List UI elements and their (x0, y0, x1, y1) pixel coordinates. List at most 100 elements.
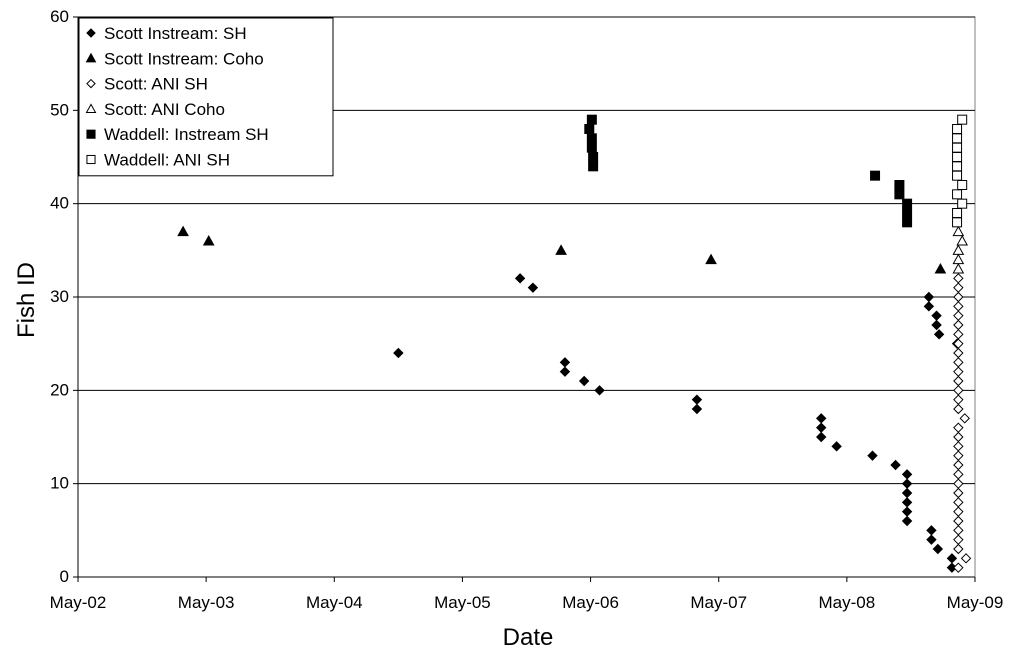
series-3 (952, 225, 969, 274)
series-5 (952, 114, 968, 228)
y-tick-label: 0 (60, 567, 69, 586)
legend-label: Scott: ANI SH (104, 75, 208, 94)
data-point (586, 114, 597, 125)
series-4 (584, 114, 913, 228)
data-point (953, 301, 964, 312)
data-point (578, 375, 590, 387)
data-point (957, 180, 968, 190)
data-point (931, 319, 942, 331)
data-point (953, 441, 964, 452)
data-point (588, 152, 599, 162)
data-point (584, 124, 595, 134)
data-point (957, 198, 968, 209)
data-point (953, 385, 964, 396)
data-point (555, 244, 567, 255)
legend-marker (85, 103, 97, 113)
data-points (177, 114, 972, 573)
legend: Scott Instream: SH Scott Instream: Coho Sc… (78, 17, 334, 177)
x-tick-label: May-05 (434, 593, 491, 612)
data-point (953, 506, 964, 517)
data-point (953, 497, 964, 508)
data-point (953, 450, 964, 461)
x-axis-title: Date (503, 624, 554, 651)
legend-label: Waddell: ANI SH (104, 151, 230, 170)
data-point (894, 180, 905, 190)
y-tick-label: 10 (50, 474, 69, 493)
x-tick-label: May-06 (562, 593, 619, 612)
data-point (867, 450, 878, 461)
data-point (816, 431, 827, 443)
data-point (890, 459, 901, 471)
data-point (953, 338, 964, 349)
data-point (953, 394, 964, 405)
legend-label: Scott Instream: Coho (104, 49, 264, 68)
data-point (953, 431, 964, 443)
data-point (588, 161, 599, 172)
data-point (202, 234, 215, 246)
data-point (933, 329, 945, 340)
data-point (953, 515, 964, 527)
data-point (953, 543, 964, 555)
data-point (959, 413, 970, 424)
data-point (952, 225, 965, 237)
data-point (953, 291, 964, 303)
y-tick-label: 60 (50, 7, 69, 26)
data-point (953, 534, 964, 545)
data-point (952, 133, 963, 144)
data-point (953, 366, 964, 377)
y-tick-label: 40 (50, 194, 69, 213)
legend-marker (86, 129, 96, 139)
data-point (952, 262, 965, 274)
data-point (953, 375, 964, 387)
x-tick-label: May-03 (178, 593, 235, 612)
data-point (953, 329, 964, 340)
legend-marker (86, 78, 96, 89)
data-point (586, 133, 597, 144)
data-point (926, 534, 937, 545)
data-point (901, 515, 913, 527)
data-point (952, 124, 963, 134)
legend-marker (86, 28, 96, 38)
data-point (902, 198, 913, 209)
legend-marker (85, 52, 97, 63)
data-point (514, 273, 526, 284)
x-tick-label: May-08 (819, 593, 876, 612)
data-point (902, 208, 913, 218)
y-tick-label: 50 (50, 100, 69, 119)
data-point (559, 366, 571, 377)
x-tick-label: May-09 (947, 593, 1004, 612)
y-axis-title: Fish ID (13, 262, 40, 338)
data-point (586, 142, 597, 153)
data-point (953, 459, 964, 471)
legend-label: Scott: ANI Coho (104, 100, 225, 119)
data-point (923, 301, 935, 312)
data-point (934, 262, 947, 274)
x-tick-label: May-07 (690, 593, 747, 612)
data-point (953, 403, 964, 415)
data-point (894, 189, 905, 200)
data-point (953, 347, 964, 359)
data-point (705, 253, 717, 265)
series-0 (393, 273, 963, 573)
data-point (902, 217, 913, 228)
data-point (953, 562, 964, 573)
series-2 (953, 273, 972, 573)
data-point (952, 161, 963, 172)
data-point (932, 543, 944, 555)
data-point (953, 357, 964, 368)
legend-label: Scott Instream: SH (104, 24, 247, 43)
data-point (691, 403, 703, 415)
data-point (952, 152, 963, 162)
data-point (957, 114, 968, 125)
data-point (956, 234, 969, 246)
data-point (953, 487, 964, 499)
data-point (952, 208, 963, 218)
data-point (953, 525, 964, 536)
legend-marker (86, 154, 96, 165)
data-point (952, 189, 963, 200)
y-axis-tick-labels: 0 10 20 30 40 50 60 (50, 7, 78, 586)
data-point (952, 217, 963, 228)
data-point (953, 282, 964, 293)
x-tick-label: May-04 (306, 593, 363, 612)
data-point (952, 244, 965, 255)
